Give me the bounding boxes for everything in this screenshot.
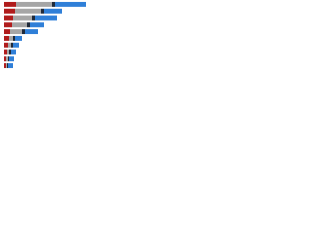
bar-segment	[9, 56, 14, 62]
bar-segment	[44, 8, 62, 14]
chart	[4, 1, 86, 69]
bar-segment	[6, 63, 7, 69]
bar-segment	[15, 8, 41, 14]
bar-segment	[4, 22, 12, 28]
bar-segment	[15, 35, 22, 41]
bar-segment	[8, 42, 11, 48]
bar-segment	[4, 42, 8, 48]
bar-segment	[10, 29, 22, 35]
bar-segment	[55, 1, 86, 7]
bar-segment	[13, 15, 32, 21]
bar-segment	[8, 63, 13, 69]
bar-segment	[4, 49, 7, 55]
bar-segment	[30, 22, 44, 28]
bar-segment	[4, 35, 9, 41]
bar-segment	[11, 49, 16, 55]
bar-segment	[13, 42, 19, 48]
bar-segment	[4, 29, 10, 35]
bar-segment	[16, 1, 52, 7]
bar-segment	[12, 22, 27, 28]
bar-segment	[41, 8, 44, 14]
bar-segment	[22, 29, 25, 35]
bar-segment	[7, 63, 8, 69]
bar-segment	[11, 42, 13, 48]
bar-segment	[9, 49, 11, 55]
bar-segment	[13, 35, 15, 41]
bar-segment	[8, 56, 9, 62]
bar-segment	[4, 63, 6, 69]
bar-segment	[4, 15, 13, 21]
bar-segment	[35, 15, 57, 21]
bar-segment	[52, 1, 55, 7]
bar-segment	[9, 35, 13, 41]
bar-segment	[27, 22, 30, 28]
bar-segment	[4, 56, 6, 62]
bar-segment	[4, 1, 16, 7]
bar-segment	[6, 56, 8, 62]
bar-segment	[25, 29, 38, 35]
bar-segment	[32, 15, 35, 21]
bar-segment	[7, 49, 9, 55]
bar-segment	[4, 8, 15, 14]
